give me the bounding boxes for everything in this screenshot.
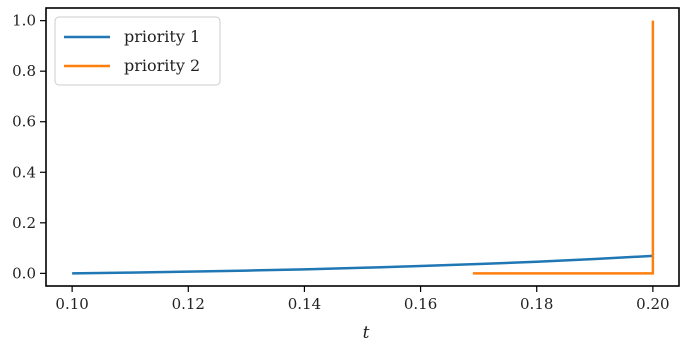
y-tick-label: 0.2 <box>12 214 36 232</box>
series-layer <box>72 20 655 275</box>
x-axis-label: t <box>363 323 370 342</box>
y-tick-label: 0.4 <box>12 163 36 181</box>
legend-label-priority-2: priority 2 <box>124 56 200 75</box>
x-tick-label: 0.20 <box>636 295 669 313</box>
plot-frame <box>45 7 680 287</box>
x-tick-label: 0.16 <box>404 295 437 313</box>
legend-box <box>54 16 221 86</box>
x-tick-label: 0.18 <box>520 295 553 313</box>
y-tick-label: 0.0 <box>12 264 36 282</box>
x-tick-label: 0.14 <box>288 295 321 313</box>
legend-label-priority-1: priority 1 <box>124 27 200 46</box>
ticks-layer: 0.10 0.12 0.14 0.16 0.18 0.20 0.0 0.2 0.4 0.6 0.8 1… <box>12 12 669 313</box>
y-tick-label: 0.6 <box>12 113 36 131</box>
y-tick-label: 1.0 <box>12 12 36 30</box>
x-tick-label: 0.12 <box>172 295 205 313</box>
y-tick-label: 0.8 <box>12 62 36 80</box>
x-tick-label: 0.10 <box>55 295 88 313</box>
series-line-priority-2 <box>472 20 655 275</box>
legend: priority 1 priority 2 <box>54 16 221 86</box>
series-line-priority-1 <box>72 254 653 275</box>
